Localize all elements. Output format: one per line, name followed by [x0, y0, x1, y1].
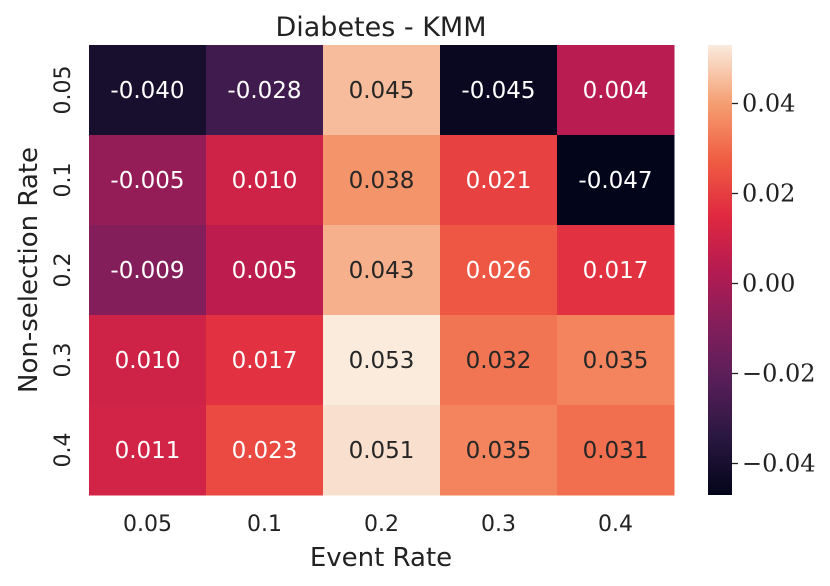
y-tick-label: 0.4	[51, 433, 76, 468]
x-tick-label: 0.4	[598, 512, 633, 537]
cell-value-label: -0.005	[110, 168, 184, 194]
cell-value-label: 0.031	[583, 438, 649, 464]
x-tick-label: 0.05	[123, 512, 172, 537]
x-tick-label: 0.3	[481, 512, 516, 537]
heatmap-cell	[440, 135, 558, 226]
cell-value-label: 0.004	[583, 78, 649, 104]
heatmap-cell	[440, 45, 558, 136]
colorbar-tick-label: 0.04	[742, 90, 795, 118]
heatmap-cell	[557, 315, 675, 406]
cell-value-label: -0.047	[578, 168, 652, 194]
cell-value-label: 0.017	[583, 258, 649, 284]
heatmap-cell	[557, 225, 675, 316]
y-tick-label: 0.05	[51, 66, 76, 115]
x-tick-label: 0.1	[247, 512, 282, 537]
heatmap-cell	[323, 315, 441, 406]
heatmap-cell	[206, 135, 324, 226]
heatmap-cell	[89, 135, 207, 226]
cell-value-label: 0.023	[232, 438, 298, 464]
y-axis-label: Non-selection Rate	[14, 147, 44, 393]
heatmap-cell	[323, 225, 441, 316]
cell-value-label: 0.010	[232, 168, 298, 194]
chart-title: Diabetes - KMM	[275, 12, 486, 43]
heatmap-cell	[206, 225, 324, 316]
cell-value-label: 0.011	[115, 438, 181, 464]
colorbar-tick-label: −0.04	[742, 450, 816, 478]
heatmap-cell	[440, 315, 558, 406]
y-tick-label: 0.3	[51, 343, 76, 378]
heatmap-cell	[323, 405, 441, 496]
y-tick-label: 0.2	[51, 253, 76, 288]
cell-value-label: -0.028	[227, 78, 301, 104]
heatmap-cell	[557, 135, 675, 226]
heatmap-cell	[206, 405, 324, 496]
y-tick-labels: 0.05 0.1 0.2 0.3 0.4	[51, 66, 76, 468]
colorbar-tick-label: 0.00	[742, 270, 795, 298]
cell-value-label: 0.035	[583, 348, 649, 374]
heatmap-cell	[557, 405, 675, 496]
cell-value-label: 0.005	[232, 258, 298, 284]
heatmap-cell	[89, 315, 207, 406]
x-tick-label: 0.2	[364, 512, 399, 537]
y-tick-label: 0.1	[51, 163, 76, 198]
cell-value-label: -0.040	[110, 78, 184, 104]
cell-value-label: 0.035	[466, 438, 532, 464]
cell-value-label: 0.032	[466, 348, 532, 374]
cell-value-label: -0.045	[461, 78, 535, 104]
cell-value-label: 0.038	[349, 168, 415, 194]
heatmap-cell	[89, 405, 207, 496]
cell-value-label: 0.026	[466, 258, 532, 284]
cell-value-label: 0.053	[349, 348, 415, 374]
cell-value-label: 0.045	[349, 78, 415, 104]
heatmap-cell	[89, 45, 207, 136]
cell-value-label: -0.009	[110, 258, 184, 284]
cell-value-label: 0.017	[232, 348, 298, 374]
cell-value-label: 0.010	[115, 348, 181, 374]
cell-value-label: 0.051	[349, 438, 415, 464]
colorbar-ticks: −0.04 −0.02 0.00 0.02 0.04	[732, 90, 816, 478]
colorbar	[708, 45, 732, 495]
heatmap-cell	[206, 315, 324, 406]
cell-value-label: 0.043	[349, 258, 415, 284]
heatmap-cell	[440, 405, 558, 496]
heatmap-cell	[440, 225, 558, 316]
heatmap-cell	[89, 225, 207, 316]
x-tick-labels: 0.05 0.1 0.2 0.3 0.4	[123, 512, 633, 537]
heatmap-cell	[206, 45, 324, 136]
colorbar-tick-label: −0.02	[742, 360, 816, 388]
heatmap-cell	[323, 135, 441, 226]
colorbar-tick-label: 0.02	[742, 180, 795, 208]
heatmap-cells: -0.040 -0.028 0.045 -0.045 0.004 -0.005 0.010 0…	[89, 45, 675, 496]
heatmap-cell	[323, 45, 441, 136]
cell-value-label: 0.021	[466, 168, 532, 194]
x-axis-label: Event Rate	[310, 543, 452, 573]
heatmap-cell	[557, 45, 675, 136]
